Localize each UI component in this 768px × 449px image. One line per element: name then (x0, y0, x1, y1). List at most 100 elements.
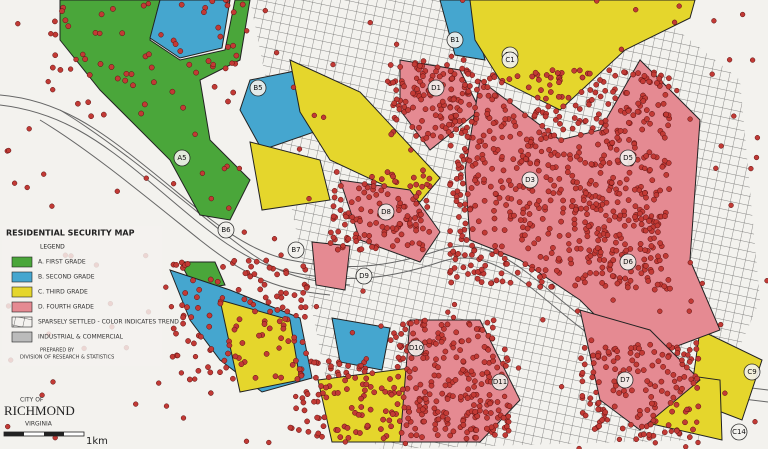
dot (293, 312, 299, 319)
dot (650, 153, 657, 160)
dot (595, 353, 601, 359)
dot (224, 2, 231, 9)
dot (505, 427, 512, 434)
dot (640, 78, 646, 85)
dot (464, 395, 471, 401)
dot (536, 129, 543, 136)
dot (211, 83, 218, 90)
dot (417, 62, 423, 69)
dot (396, 220, 403, 227)
dot (550, 190, 557, 196)
dot (283, 290, 289, 297)
dot (642, 190, 648, 196)
dot (395, 373, 402, 380)
dot (460, 366, 466, 373)
dot (400, 394, 407, 401)
dot (545, 188, 552, 195)
dot (217, 33, 224, 40)
dot (15, 21, 21, 27)
dot (432, 426, 439, 433)
dot (493, 199, 500, 206)
dot (625, 119, 632, 126)
dot (146, 51, 152, 58)
dot (651, 235, 657, 241)
dot (506, 177, 512, 184)
dot (414, 86, 420, 93)
dot (583, 190, 589, 196)
dot (626, 137, 632, 143)
dot (578, 205, 584, 212)
dot (395, 354, 402, 361)
dot (522, 112, 528, 119)
dot (251, 271, 258, 277)
dot (178, 370, 185, 376)
dot (560, 126, 567, 133)
dot (196, 286, 203, 293)
dot (554, 70, 561, 76)
dot (274, 271, 280, 278)
dot (616, 390, 622, 396)
dot (384, 191, 391, 198)
area-label-ring (287, 241, 305, 259)
dot (597, 77, 603, 83)
dot (238, 361, 245, 368)
dot (498, 178, 504, 185)
dot (478, 266, 485, 273)
dot (386, 417, 393, 424)
dot (610, 88, 616, 95)
dot (529, 73, 536, 80)
dot (547, 197, 554, 204)
dot (638, 221, 645, 228)
legend-swatch (11, 316, 33, 328)
dot (438, 134, 444, 140)
dot (633, 436, 640, 443)
area-label: A5 (177, 154, 186, 162)
dot (576, 144, 582, 150)
dot (225, 350, 231, 357)
dot (512, 123, 519, 129)
dot (241, 296, 248, 303)
dot (430, 132, 436, 139)
dot (108, 64, 115, 70)
dot (450, 314, 457, 321)
dot (534, 94, 541, 101)
dot (453, 354, 460, 361)
dot (396, 106, 403, 113)
dot (75, 100, 81, 107)
dot (549, 164, 556, 171)
dot (654, 80, 660, 86)
dot (548, 250, 555, 256)
dot (367, 384, 374, 390)
dot (566, 241, 572, 247)
dot (447, 242, 453, 248)
dot (416, 397, 423, 404)
dot (694, 375, 700, 382)
dot (410, 330, 416, 337)
dot (632, 214, 638, 220)
area-label-ring (743, 363, 761, 381)
dot (378, 323, 384, 329)
dot (605, 349, 612, 355)
dot (59, 8, 65, 14)
dot (100, 111, 107, 118)
dot (400, 204, 407, 210)
dot (353, 238, 360, 245)
dot (644, 378, 651, 384)
dot (416, 124, 422, 131)
dot (658, 265, 664, 272)
dot (86, 72, 93, 78)
dot (597, 93, 604, 100)
dot (515, 365, 522, 371)
dot (587, 270, 593, 276)
dot (464, 133, 471, 140)
dot (636, 210, 643, 217)
dot (357, 430, 363, 436)
dot (222, 65, 229, 72)
dot (296, 146, 303, 152)
dot (447, 181, 453, 188)
dot (210, 61, 216, 68)
dot (178, 1, 185, 8)
dot (97, 30, 103, 37)
dot (335, 390, 341, 396)
dot (637, 241, 644, 247)
